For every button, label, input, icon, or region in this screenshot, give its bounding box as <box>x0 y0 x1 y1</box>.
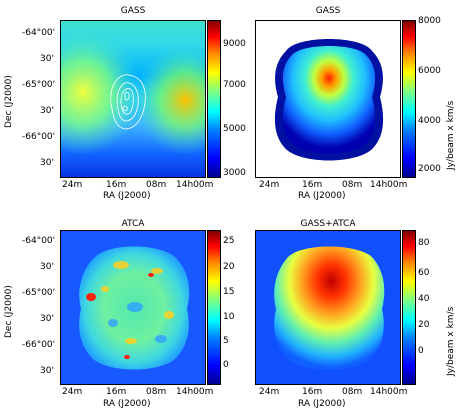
panel-3-ytick: -64°00' <box>22 236 56 246</box>
panel-3-map <box>60 230 206 385</box>
panel-3-cbar-tick: 10 <box>223 312 235 322</box>
panel-3-xtick: 24m <box>62 387 83 397</box>
panel-3-xtick: 14h00m <box>176 387 214 397</box>
panel-1-title: GASS <box>120 6 146 16</box>
panel-3-ytick: 30' <box>40 262 54 272</box>
panel-1-xtick: 24m <box>62 180 83 190</box>
panel-1-cbar-tick: 7000 <box>223 80 246 90</box>
panel-2-xlabel: RA (J2000) <box>298 191 346 201</box>
panel-2-xtick: 24m <box>259 180 280 190</box>
panel-1-map <box>60 20 206 178</box>
panel-3-ytick: -66°00' <box>22 340 56 350</box>
panel-4-cbar-tick: 40 <box>418 294 430 304</box>
panel-4-cbar-tick: 60 <box>418 268 430 278</box>
panel-4-map <box>255 230 401 385</box>
panel-3-ytick: -65°00' <box>22 288 56 298</box>
panel-4-xtick: 08m <box>342 387 363 397</box>
panel-1-ytick: 30' <box>40 158 54 168</box>
panel-3-cbar-tick: 0 <box>223 360 229 370</box>
panel-1-ytick: 30' <box>40 54 54 64</box>
panel-1-xlabel: RA (J2000) <box>103 191 151 201</box>
panel-3-ytick: 30' <box>40 314 54 324</box>
panel-3-cbar-tick: 15 <box>223 287 235 297</box>
panel-1-xtick: 16m <box>106 180 127 190</box>
atca-contour-overlay <box>110 74 146 130</box>
panel-4-cbar-tick: 80 <box>418 238 430 248</box>
panel-2-xtick: 16m <box>302 180 323 190</box>
panel-4-xtick: 14h00m <box>370 387 408 397</box>
panel-4-xlabel: RA (J2000) <box>298 399 346 409</box>
panel-2-cbar-tick: 2000 <box>418 164 441 174</box>
panel-3-xlabel: RA (J2000) <box>103 399 151 409</box>
panel-4-cbar-label: Jy/beam x km/s <box>446 306 456 376</box>
panel-4-title: GASS+ATCA <box>300 219 356 229</box>
panel-3-ytick: 30' <box>40 366 54 376</box>
panel-3-xtick: 16m <box>106 387 127 397</box>
panel-4-cbar-tick: 20 <box>418 320 430 330</box>
panel-2-cbar-tick: 8000 <box>418 16 441 26</box>
panel-3-xtick: 08m <box>146 387 167 397</box>
panel-1-ytick: 30' <box>40 106 54 116</box>
panel-4-cbar-tick: 0 <box>418 346 424 356</box>
panel-2-cbar-label: Jy/beam x km/s <box>446 100 456 170</box>
panel-1-xtick: 08m <box>146 180 167 190</box>
panel-3-colorbar <box>207 230 221 385</box>
panel-1-cbar-tick: 5000 <box>223 124 246 134</box>
panel-1-ytick: -65°00' <box>22 80 56 90</box>
panel-2-xtick: 14h00m <box>370 180 408 190</box>
panel-4-xtick: 16m <box>302 387 323 397</box>
panel-2-cbar-tick: 6000 <box>418 66 441 76</box>
panel-1-xtick: 14h00m <box>176 180 214 190</box>
panel-4-xtick: 24m <box>259 387 280 397</box>
panel-3-title: ATCA <box>121 219 145 229</box>
panel-1-ytick: -66°00' <box>22 132 56 142</box>
panel-2-title: GASS <box>315 6 341 16</box>
panel-3-cbar-tick: 25 <box>223 236 235 246</box>
panel-2-cbar-tick: 4000 <box>418 116 441 126</box>
atca-noise-spots <box>101 261 174 344</box>
panel-1-cbar-tick: 3000 <box>223 168 246 178</box>
panel-2-map <box>255 20 401 178</box>
panel-1-ytick: -64°00' <box>22 28 56 38</box>
panel-3-cbar-tick: 20 <box>223 262 235 272</box>
panel-4-colorbar <box>402 230 416 385</box>
panel-1-ylabel: Dec (J2000) <box>4 75 14 128</box>
panel-2-xtick: 08m <box>342 180 363 190</box>
panel-1-cbar-tick: 9000 <box>223 39 246 49</box>
panel-3-cbar-tick: 5 <box>223 336 229 346</box>
panel-1-colorbar <box>207 20 221 178</box>
panel-2-colorbar <box>402 20 416 178</box>
panel-3-ylabel: Dec (J2000) <box>4 285 14 338</box>
